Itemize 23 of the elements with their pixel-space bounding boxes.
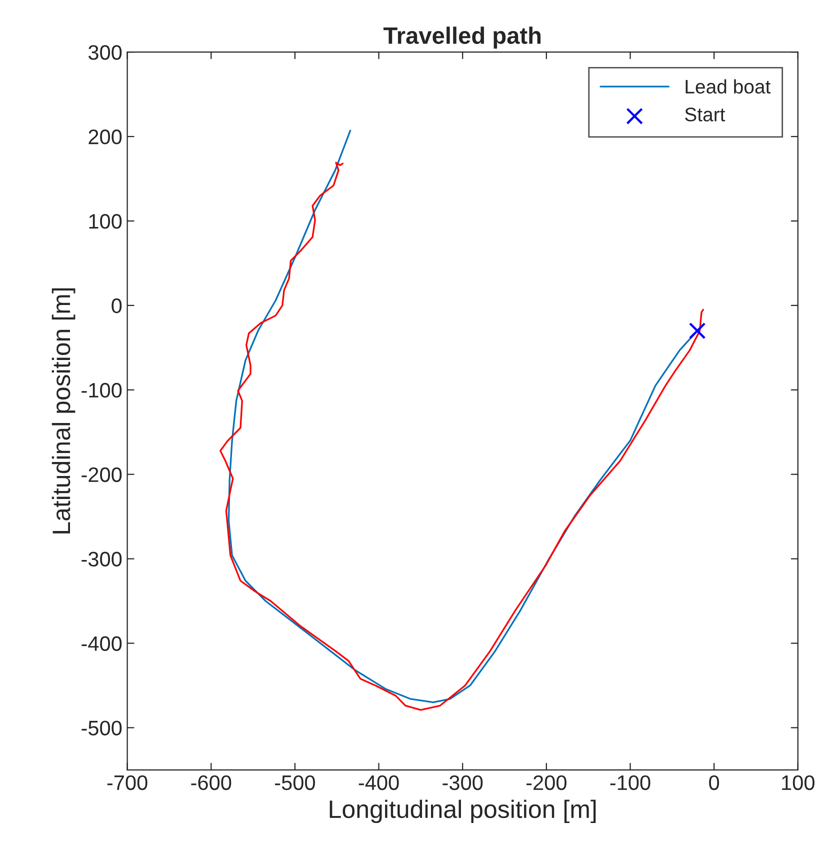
y-tick-label: 0 [112, 298, 122, 314]
x-tick-label: -400 [358, 775, 399, 790]
y-tick-label: -100 [82, 382, 122, 398]
x-tick-label: 100 [782, 775, 814, 790]
x-axis-title: Longitudinal position [m] [330, 800, 596, 824]
x-tick-label: -200 [526, 775, 566, 790]
x-tick-label: -500 [275, 775, 315, 790]
legend-label: Start [685, 108, 726, 122]
y-tick-label: -300 [82, 552, 122, 567]
x-tick-label: -100 [610, 775, 650, 790]
y-tick-label: -200 [82, 467, 122, 482]
chart-title: Travelled path [383, 26, 541, 49]
y-tick-label: -500 [82, 720, 122, 736]
y-tick-label: 200 [88, 130, 122, 144]
x-tick-label: -600 [191, 775, 232, 790]
x-tick-label: -300 [442, 775, 483, 790]
y-tick-label: 300 [88, 45, 122, 60]
legend-label: Lead boat [686, 79, 771, 94]
y-tick-label: -400 [82, 636, 122, 651]
y-axis-title: Latitudinal position [m] [52, 288, 76, 534]
x-tick-label: -700 [107, 775, 148, 790]
y-tick-label: 100 [89, 214, 122, 229]
x-tick-label: 0 [709, 775, 720, 790]
